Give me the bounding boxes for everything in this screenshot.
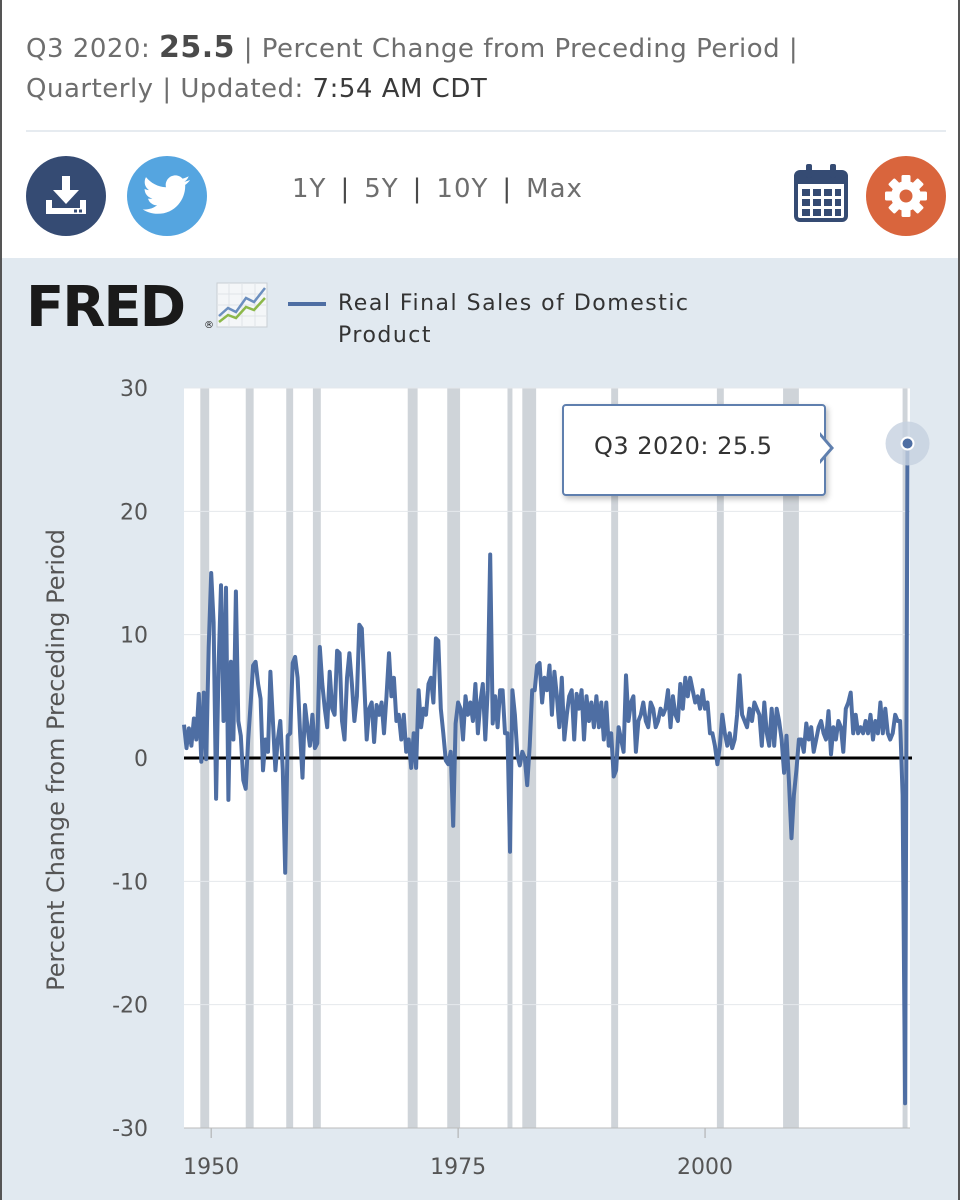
fred-logo-registered: ® xyxy=(204,320,214,331)
x-tick-label: 1950 xyxy=(183,1155,239,1180)
y-tick-label: -10 xyxy=(112,870,148,895)
summary-units: | Percent Change from Preceding Period | xyxy=(243,34,799,64)
fred-logo-graph-icon xyxy=(216,282,268,328)
fred-logo: FRED ® xyxy=(26,275,268,340)
tooltip-value: 25.5 xyxy=(717,432,773,460)
y-axis-title: Percent Change from Preceding Period xyxy=(42,529,70,991)
chart-settings-button[interactable] xyxy=(866,156,946,236)
highlight-point xyxy=(900,436,915,451)
tooltip-pointer-fill xyxy=(818,434,830,462)
range-max[interactable]: Max xyxy=(526,174,583,204)
legend-series-swatch xyxy=(288,302,326,306)
y-tick-label: 30 xyxy=(120,377,148,402)
y-tick-label: -30 xyxy=(112,1117,148,1142)
date-range-selector: 1Y | 5Y | 10Y | Max xyxy=(292,174,583,204)
range-10y[interactable]: 10Y xyxy=(436,174,489,204)
summary-value: 25.5 xyxy=(158,30,235,65)
download-button[interactable] xyxy=(26,156,106,236)
summary-period: Q3 2020: xyxy=(26,34,151,64)
range-1y[interactable]: 1Y xyxy=(292,174,327,204)
x-tick-label: 1975 xyxy=(430,1155,486,1180)
legend-series-label: Real Final Sales of Domestic Product xyxy=(338,288,690,352)
twitter-icon xyxy=(142,175,190,214)
header-divider xyxy=(26,130,946,132)
frame-border-right xyxy=(958,0,960,1200)
summary-updated-time: 7:54 AM CDT xyxy=(312,74,488,104)
series-line xyxy=(182,443,910,1106)
download-icon xyxy=(46,176,86,214)
range-separator: | xyxy=(340,174,351,204)
share-twitter-button[interactable] xyxy=(127,156,207,236)
calendar-icon xyxy=(794,164,848,222)
series-summary-header: Q3 2020: 25.5 | Percent Change from Prec… xyxy=(26,28,926,109)
date-range-calendar-button[interactable] xyxy=(793,162,853,226)
frame-border-left xyxy=(0,0,2,1200)
gear-icon xyxy=(885,175,927,217)
legend-label-line2: Product xyxy=(338,323,433,348)
y-tick-label: 20 xyxy=(120,500,148,525)
tooltip-label: Q3 2020: xyxy=(594,432,709,460)
range-separator: | xyxy=(502,174,513,204)
x-tick-label: 2000 xyxy=(677,1155,733,1180)
summary-frequency: Quarterly | Updated: xyxy=(26,74,304,104)
data-point-tooltip: Q3 2020: 25.5 xyxy=(562,404,826,496)
y-tick-label: -20 xyxy=(112,994,148,1019)
y-tick-label: 10 xyxy=(120,624,148,649)
legend-label-line1: Real Final Sales of Domestic xyxy=(338,291,690,316)
chart-toolbar: 1Y | 5Y | 10Y | Max xyxy=(0,152,960,242)
range-separator: | xyxy=(412,174,423,204)
fred-logo-text: FRED xyxy=(26,275,186,340)
y-tick-label: 0 xyxy=(134,747,148,772)
tooltip-text: Q3 2020: 25.5 xyxy=(594,432,773,460)
range-5y[interactable]: 5Y xyxy=(364,174,399,204)
